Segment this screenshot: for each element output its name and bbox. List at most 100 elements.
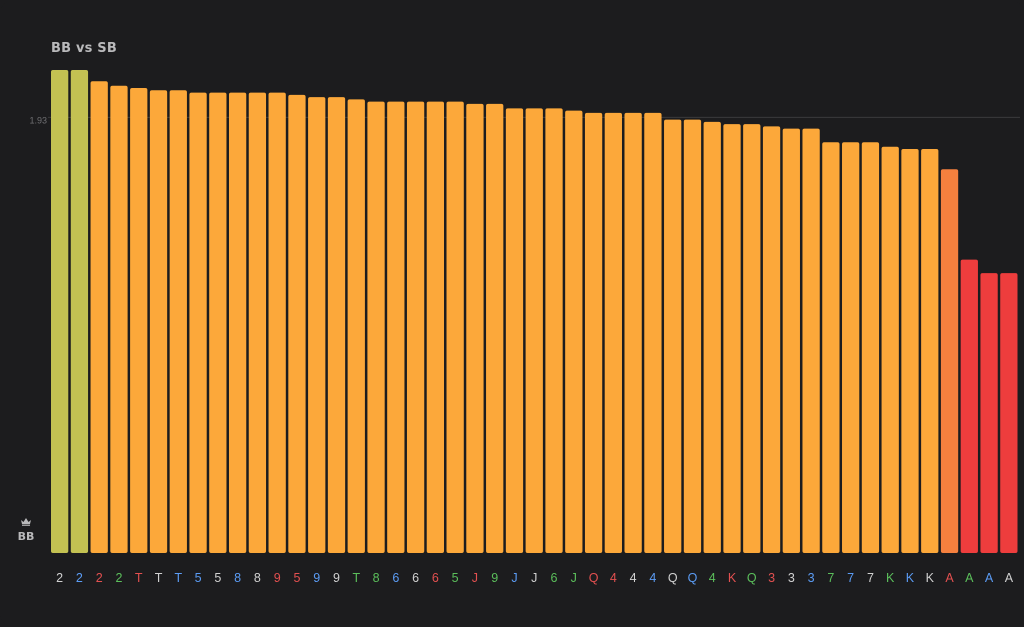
x-tick-label: 3 bbox=[768, 571, 775, 585]
x-tick-label: K bbox=[728, 571, 737, 585]
bar bbox=[288, 94, 306, 553]
bar bbox=[90, 81, 108, 553]
bar bbox=[426, 101, 445, 553]
x-tick-label: 2 bbox=[96, 571, 103, 585]
x-tick-label: 2 bbox=[76, 571, 83, 585]
bar bbox=[209, 92, 227, 553]
x-tick-label: 9 bbox=[491, 571, 498, 585]
bar bbox=[1000, 273, 1018, 553]
bar bbox=[960, 259, 978, 553]
x-tick-label: J bbox=[511, 571, 517, 585]
x-tick-label: K bbox=[906, 571, 915, 585]
bar bbox=[664, 119, 682, 554]
bar bbox=[347, 99, 365, 553]
bar bbox=[921, 149, 939, 553]
bar bbox=[486, 103, 504, 554]
bar bbox=[327, 97, 346, 553]
reference-line-label: 1.93 bbox=[29, 115, 47, 125]
bar bbox=[228, 92, 247, 553]
x-tick-label: J bbox=[472, 571, 478, 585]
x-tick-label: 3 bbox=[808, 571, 815, 585]
bar bbox=[703, 121, 721, 553]
player-marker: BB bbox=[14, 517, 38, 543]
bar bbox=[940, 169, 959, 553]
player-label: BB bbox=[17, 530, 35, 543]
x-tick-label: 4 bbox=[610, 571, 617, 585]
x-tick-label: Q bbox=[589, 571, 599, 585]
bar bbox=[169, 90, 187, 553]
bar bbox=[980, 273, 998, 553]
bar bbox=[545, 108, 563, 554]
x-tick-label: A bbox=[965, 571, 974, 585]
x-tick-label: Q bbox=[688, 571, 698, 585]
x-tick-label: A bbox=[1005, 571, 1014, 585]
bar bbox=[525, 108, 543, 554]
bar bbox=[446, 101, 464, 553]
x-tick-label: 3 bbox=[788, 571, 795, 585]
chart-title: BB vs SB bbox=[51, 41, 117, 56]
bar bbox=[861, 142, 880, 553]
bar bbox=[683, 119, 702, 554]
x-tick-label: 5 bbox=[452, 571, 459, 585]
x-tick-label: A bbox=[945, 571, 954, 585]
x-tick-label: T bbox=[135, 571, 143, 585]
x-tick-label: 9 bbox=[333, 571, 340, 585]
bar bbox=[505, 108, 524, 554]
bar bbox=[406, 101, 425, 553]
bar bbox=[565, 110, 583, 553]
bar bbox=[624, 112, 642, 553]
x-tick-label: 2 bbox=[56, 571, 63, 585]
bar bbox=[743, 124, 761, 554]
bar bbox=[762, 126, 781, 554]
bar bbox=[901, 149, 919, 553]
bar bbox=[51, 70, 69, 553]
x-tick-label: K bbox=[886, 571, 895, 585]
x-tick-label: 6 bbox=[412, 571, 419, 585]
bar bbox=[387, 101, 405, 553]
x-tick-label: J bbox=[571, 571, 577, 585]
bar bbox=[308, 97, 326, 553]
x-tick-label: 5 bbox=[195, 571, 202, 585]
bar bbox=[367, 101, 385, 553]
bar bbox=[110, 85, 128, 554]
bar bbox=[723, 124, 741, 554]
bar bbox=[268, 92, 286, 553]
bar bbox=[70, 70, 89, 553]
bar bbox=[644, 112, 662, 553]
x-tick-label: K bbox=[926, 571, 935, 585]
bar bbox=[782, 128, 800, 553]
x-tick-label: 9 bbox=[313, 571, 320, 585]
bar bbox=[248, 92, 267, 553]
x-tick-label: 8 bbox=[254, 571, 261, 585]
x-tick-label: 6 bbox=[551, 571, 558, 585]
bar bbox=[466, 103, 484, 554]
x-tick-label: 7 bbox=[867, 571, 874, 585]
bar bbox=[189, 92, 207, 553]
bar bbox=[822, 142, 840, 553]
x-tick-label: J bbox=[531, 571, 537, 585]
x-tick-label: 4 bbox=[630, 571, 637, 585]
x-tick-label: 8 bbox=[234, 571, 241, 585]
bars-group bbox=[51, 70, 1018, 554]
x-tick-label: Q bbox=[747, 571, 757, 585]
x-tick-label: 2 bbox=[115, 571, 122, 585]
x-tick-label: 6 bbox=[392, 571, 399, 585]
x-tick-label: 7 bbox=[827, 571, 834, 585]
x-tick-label: A bbox=[985, 571, 994, 585]
x-tick-label: 5 bbox=[293, 571, 300, 585]
x-tick-label: 5 bbox=[214, 571, 221, 585]
x-tick-label: 4 bbox=[649, 571, 656, 585]
bar bbox=[130, 88, 148, 553]
x-tick-label: T bbox=[155, 571, 163, 585]
x-tick-label: T bbox=[174, 571, 182, 585]
x-tick-label: 8 bbox=[373, 571, 380, 585]
x-tick-label: 9 bbox=[274, 571, 281, 585]
bar bbox=[584, 112, 603, 553]
bar bbox=[842, 142, 860, 553]
x-tick-label: Q bbox=[668, 571, 678, 585]
bar bbox=[604, 112, 622, 553]
crown-icon bbox=[21, 518, 31, 526]
